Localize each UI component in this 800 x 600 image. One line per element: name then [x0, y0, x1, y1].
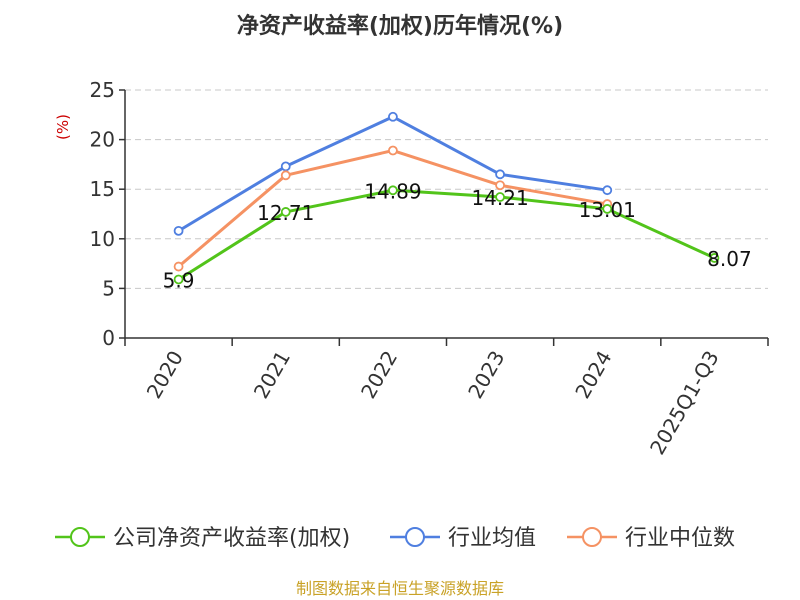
- x-tick-label: 2025Q1-Q3: [645, 347, 724, 459]
- data-point-industry_median: [388, 145, 398, 156]
- legend-label: 公司净资产收益率(加权): [113, 526, 350, 551]
- data-label: 5.9: [163, 268, 195, 292]
- data-label: 13.01: [579, 198, 636, 222]
- legend-swatch-marker: [70, 527, 90, 547]
- legend-label: 行业中位数: [625, 526, 735, 551]
- y-tick-label: 5: [102, 276, 115, 300]
- chart-title: 净资产收益率(加权)历年情况(%): [237, 13, 563, 39]
- series-lines: [173, 111, 720, 285]
- legend-swatch-marker: [582, 527, 602, 547]
- data-point-company: [280, 207, 291, 217]
- data-point-industry_median: [280, 170, 291, 181]
- data-point-company: [602, 204, 613, 214]
- data-point-industry_avg: [173, 225, 184, 236]
- series-line-industry_median: [177, 149, 608, 268]
- source-note: 制图数据来自恒生聚源数据库: [296, 579, 504, 598]
- data-point-industry_median: [173, 261, 184, 272]
- gridlines: [125, 89, 768, 289]
- data-label: 8.07: [707, 247, 752, 271]
- data-label: 14.89: [364, 179, 421, 203]
- data-point-company: [173, 274, 184, 285]
- data-labels: 5.9 12.71 14.89 14.21 13.01 8.07: [163, 179, 752, 292]
- y-axis-label: (%): [54, 114, 72, 140]
- x-tick-label: 2023: [463, 347, 509, 403]
- y-tick-label: 20: [90, 128, 115, 152]
- data-point-company: [495, 192, 505, 202]
- data-point-company: [388, 185, 398, 196]
- y-tick-label: 0: [102, 326, 115, 350]
- legend: 公司净资产收益率(加权) 行业均值 行业中位数: [55, 526, 735, 551]
- x-tick-label: 2021: [249, 347, 295, 403]
- y-tick-label: 10: [90, 227, 115, 251]
- data-label: 14.21: [471, 186, 528, 210]
- legend-swatch-marker: [405, 527, 425, 547]
- data-point-industry_median: [495, 180, 505, 191]
- data-point-industry_avg: [602, 185, 613, 196]
- data-label: 12.71: [257, 201, 314, 225]
- data-point-industry_avg: [495, 169, 505, 180]
- y-tick-label: 15: [90, 177, 115, 201]
- y-tick-label: 25: [90, 78, 115, 102]
- x-tick-label: 2024: [570, 347, 616, 403]
- data-point-company: [709, 253, 720, 263]
- data-point-industry_avg: [280, 161, 291, 172]
- x-tick-label: 2020: [142, 347, 188, 403]
- x-tick-label: 2022: [356, 347, 402, 403]
- data-point-industry_avg: [388, 111, 398, 122]
- legend-label: 行业均值: [448, 526, 536, 551]
- series-line-company: [177, 188, 716, 281]
